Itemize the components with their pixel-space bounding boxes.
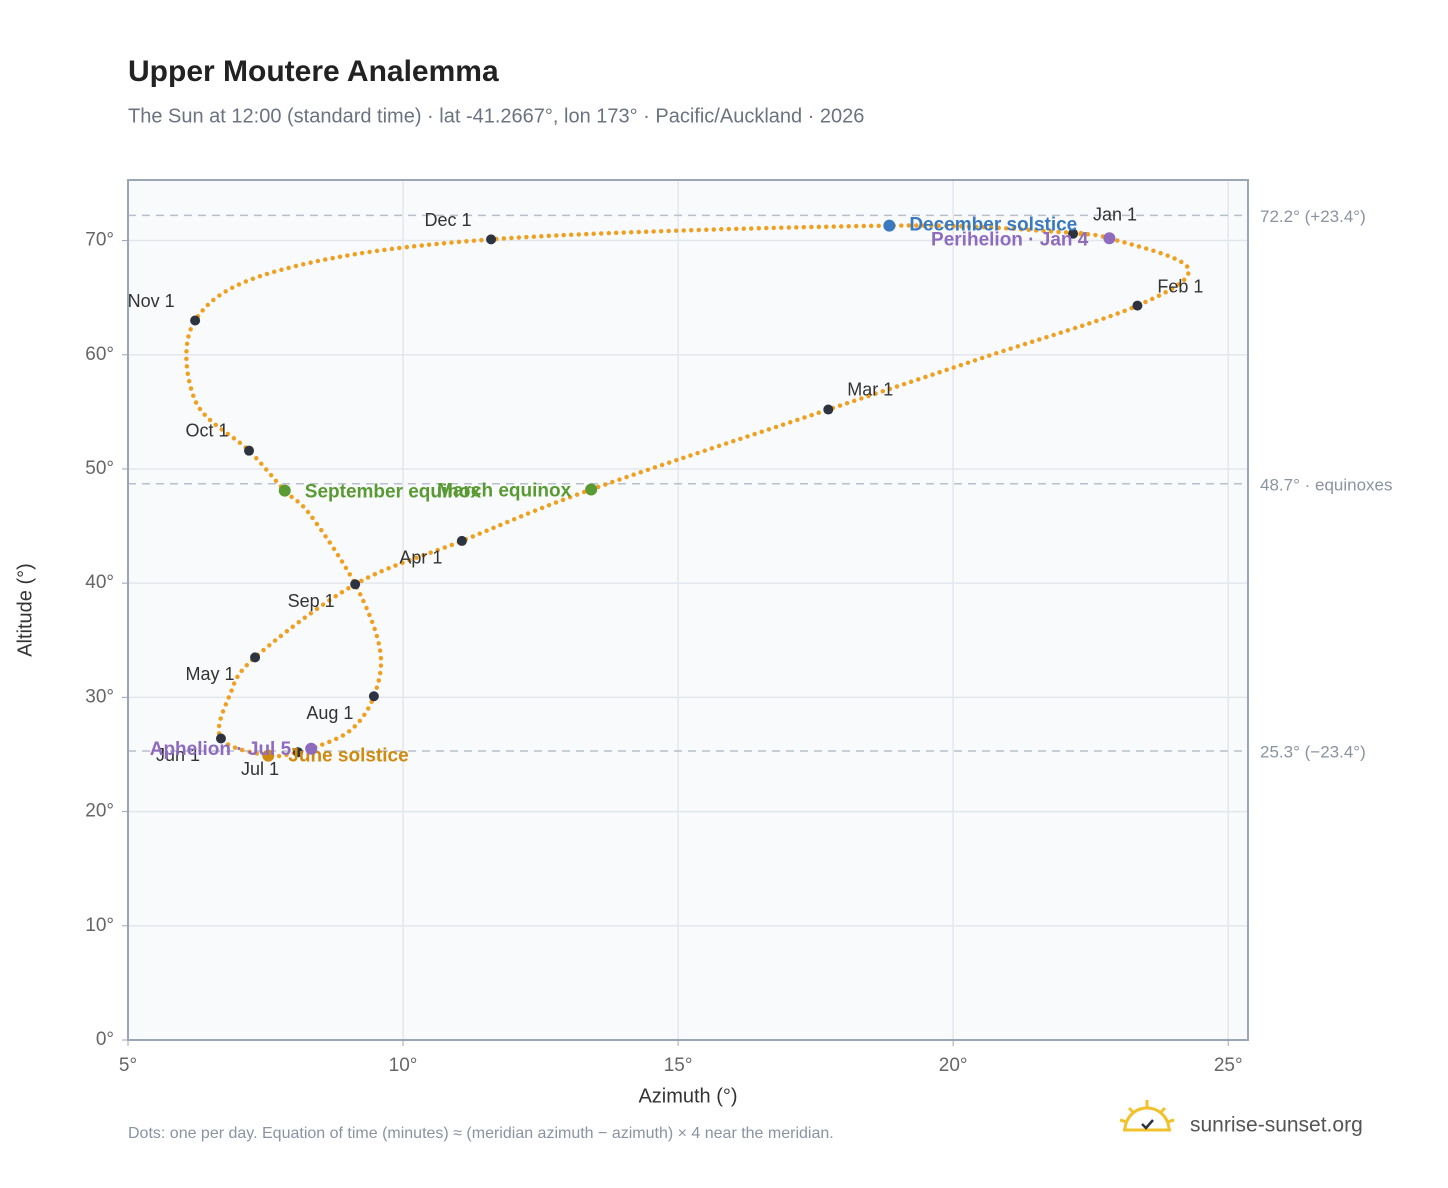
event-label: June solstice xyxy=(288,746,408,767)
month-marker xyxy=(823,404,834,415)
month-label: Feb 1 xyxy=(1157,276,1203,296)
y-axis-label: Altitude (°) xyxy=(14,563,36,657)
month-marker xyxy=(1068,228,1079,239)
marks: Jan 1 Feb 1 Mar 1 Apr 1 May 1 Jun 1 Jul 1 Aug 1… xyxy=(128,204,1204,779)
chart-title: Upper Moutere Analemma xyxy=(128,55,499,88)
month-label: Jul 1 xyxy=(241,759,279,779)
month-label: Oct 1 xyxy=(186,420,229,440)
brand-logo xyxy=(1119,1100,1175,1132)
reference-label: 72.2° (+23.4°) xyxy=(1260,207,1366,226)
y-tick-label: 10° xyxy=(85,915,114,936)
month-label: Nov 1 xyxy=(128,291,175,311)
x-tick-label: 15° xyxy=(664,1055,693,1076)
month-label: Sep 1 xyxy=(288,591,335,611)
chart-subtitle: The Sun at 12:00 (standard time) · lat -… xyxy=(128,105,864,127)
month-marker xyxy=(190,315,201,326)
y-tick-label: 40° xyxy=(85,572,114,593)
reference-label: 25.3° (−23.4°) xyxy=(1260,743,1366,762)
analemma-path xyxy=(184,223,1191,759)
month-label: May 1 xyxy=(186,664,235,684)
month-marker xyxy=(215,733,226,744)
month-marker xyxy=(1132,300,1143,311)
month-label: Aug 1 xyxy=(306,703,353,723)
x-tick-label: 5° xyxy=(119,1055,137,1076)
y-tick-label: 0° xyxy=(96,1029,114,1050)
month-marker xyxy=(250,652,261,663)
y-tick-label: 50° xyxy=(85,458,114,479)
month-marker xyxy=(350,579,361,590)
reference-label: 48.7° · equinoxes xyxy=(1260,475,1393,494)
month-marker xyxy=(368,691,379,702)
month-marker xyxy=(244,445,255,456)
event-label: December solstice xyxy=(909,215,1077,236)
event-marker xyxy=(305,742,318,755)
month-marker xyxy=(292,747,303,758)
month-label: Jan 1 xyxy=(1093,204,1137,224)
x-axis-label: Azimuth (°) xyxy=(638,1085,737,1107)
event-label: March equinox xyxy=(437,481,572,502)
event-marker xyxy=(585,483,598,496)
month-label: Dec 1 xyxy=(425,210,472,230)
brand-name: sunrise-sunset.org xyxy=(1190,1114,1363,1137)
plot-border xyxy=(127,179,1249,1041)
footnote: Dots: one per day. Equation of time (min… xyxy=(128,1125,834,1142)
y-tick-label: 60° xyxy=(85,344,114,365)
month-label: Mar 1 xyxy=(847,379,893,399)
x-tick-label: 10° xyxy=(389,1055,418,1076)
event-label: Aphelion · Jul 5 xyxy=(150,739,292,760)
event-marker xyxy=(278,484,291,497)
y-tick-label: 20° xyxy=(85,801,114,822)
x-tick-label: 20° xyxy=(939,1055,968,1076)
month-label: Apr 1 xyxy=(399,548,442,568)
event-marker xyxy=(262,749,275,762)
event-label: Perihelion · Jan 4 xyxy=(931,229,1089,250)
month-marker xyxy=(456,535,467,546)
x-tick-label: 25° xyxy=(1214,1055,1243,1076)
event-marker xyxy=(1103,232,1116,245)
y-tick-label: 70° xyxy=(85,230,114,251)
event-label: September equinox xyxy=(305,482,482,503)
month-marker xyxy=(486,234,497,245)
month-label: Jun 1 xyxy=(156,745,200,765)
y-tick-label: 30° xyxy=(85,686,114,707)
plot-area xyxy=(128,180,1248,1040)
event-marker xyxy=(883,219,896,232)
